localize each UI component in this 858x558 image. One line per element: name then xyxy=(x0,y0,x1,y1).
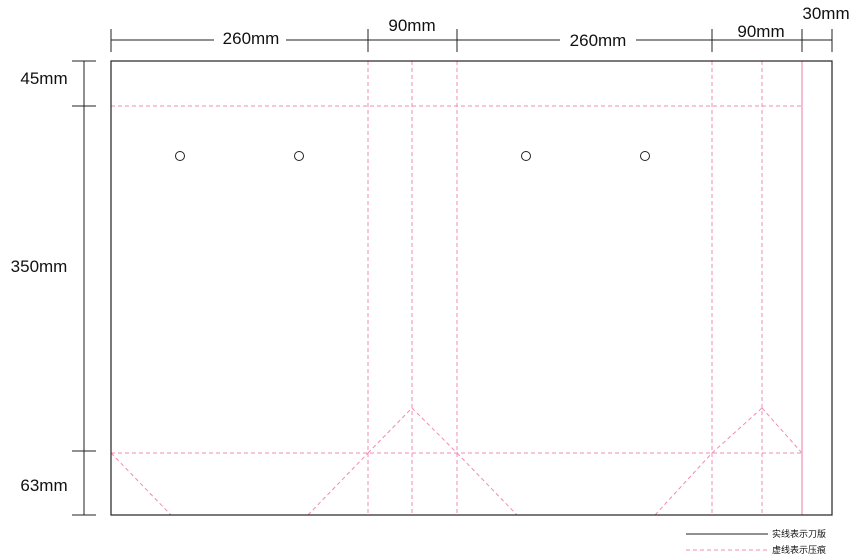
width-label-5: 30mm xyxy=(802,4,849,23)
legend: 实线表示刀版 虚线表示压痕 xyxy=(686,528,826,556)
height-label-3: 63mm xyxy=(20,476,67,495)
height-label-2: 350mm xyxy=(11,257,68,276)
handle-hole xyxy=(294,151,304,161)
height-dimension-line xyxy=(72,60,96,516)
width-label-2: 90mm xyxy=(388,16,435,35)
height-label-1: 45mm xyxy=(20,69,67,88)
width-label-3: 260mm xyxy=(570,31,627,50)
handle-hole xyxy=(640,151,650,161)
handle-hole xyxy=(521,151,531,161)
width-label-4: 90mm xyxy=(737,22,784,41)
legend-solid-label: 实线表示刀版 xyxy=(772,528,826,540)
cut-outline xyxy=(110,60,833,516)
handle-hole xyxy=(175,151,185,161)
width-label-1: 260mm xyxy=(223,29,280,48)
crease-lines xyxy=(110,61,803,516)
legend-dashed-label: 虚线表示压痕 xyxy=(772,544,826,556)
handle-holes xyxy=(175,151,650,161)
